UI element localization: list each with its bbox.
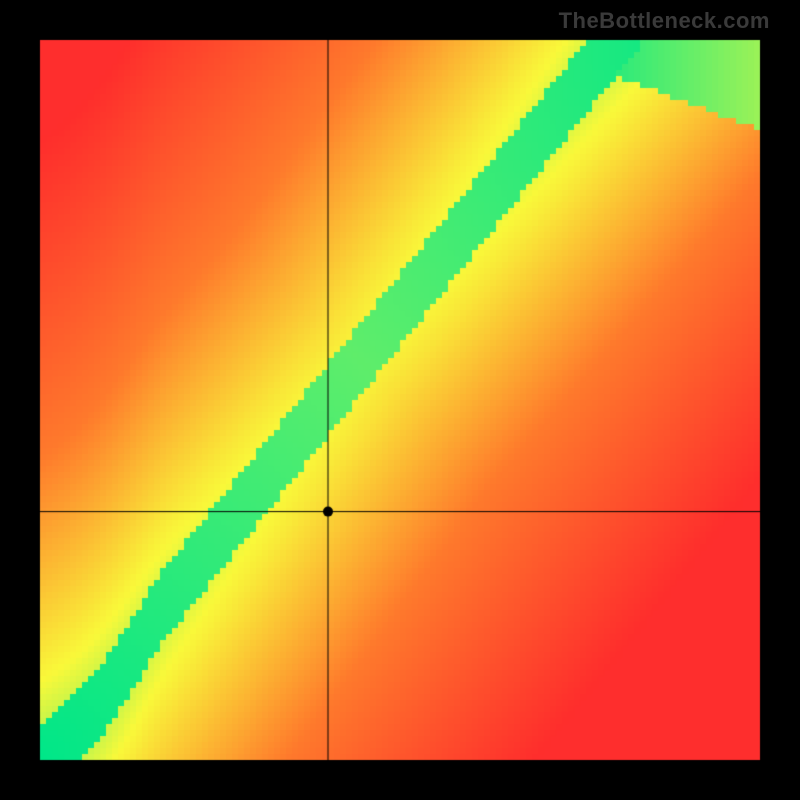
watermark-text: TheBottleneck.com <box>559 8 770 34</box>
heatmap-canvas <box>0 0 800 800</box>
chart-container: TheBottleneck.com <box>0 0 800 800</box>
